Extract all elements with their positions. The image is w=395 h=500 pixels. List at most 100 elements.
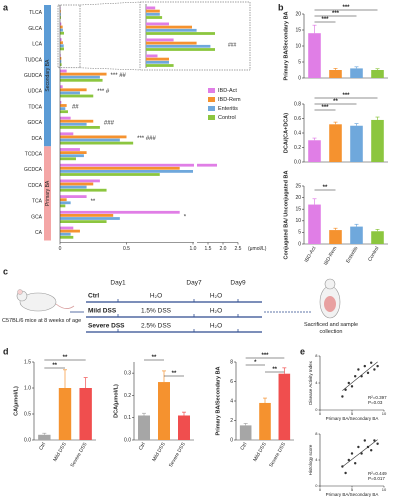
bar bbox=[239, 425, 252, 440]
annotation: ** bbox=[152, 355, 157, 361]
x-tick-label: 2.5 bbox=[235, 246, 242, 252]
mouse-icon bbox=[16, 289, 75, 312]
bar bbox=[60, 217, 120, 220]
y-axis-label: Histology score bbox=[308, 444, 313, 475]
y-tick-label: 15 bbox=[295, 207, 301, 213]
annotation: *** bbox=[342, 93, 350, 99]
bar bbox=[60, 69, 67, 73]
group-name: Ctrl bbox=[88, 293, 99, 300]
x-tick-label: Severe DSS bbox=[168, 441, 187, 468]
y-tick-label: 1.5 bbox=[24, 359, 31, 365]
bar bbox=[60, 154, 84, 158]
group-band bbox=[44, 5, 51, 147]
y-tick-label: UDCA bbox=[28, 89, 43, 95]
bar bbox=[60, 75, 100, 79]
annotation: R²=0.449 bbox=[368, 471, 387, 476]
legend-swatch bbox=[208, 97, 215, 102]
bar bbox=[60, 85, 63, 89]
outcome-label: Sacrificed and sample collection bbox=[303, 322, 359, 335]
annotation: *** ### bbox=[137, 136, 156, 142]
y-tick-label: GCDCA bbox=[24, 167, 43, 173]
y-tick-label: 0.0 bbox=[124, 437, 131, 443]
x-tick-label: 0.5 bbox=[123, 246, 130, 252]
y-axis-label: Primary BA/Secondary BA bbox=[283, 11, 289, 80]
y-tick-label: 0.4 bbox=[294, 130, 301, 136]
bar bbox=[38, 434, 51, 440]
y-axis-label: DCA(μmol/L) bbox=[113, 384, 119, 418]
annotation: *** ## bbox=[111, 73, 127, 79]
group-name: Mild DSS bbox=[88, 308, 117, 315]
bar bbox=[60, 60, 62, 63]
y-tick-label: 0.1 bbox=[124, 415, 131, 421]
y-tick-label: LCA bbox=[32, 42, 42, 48]
bar bbox=[278, 373, 291, 440]
bar bbox=[60, 188, 107, 192]
annotation: ** bbox=[272, 367, 277, 373]
y-tick-label: 0.3 bbox=[124, 370, 131, 376]
outcome-box: Sacrificed and sample collection bbox=[303, 322, 359, 335]
bar bbox=[60, 104, 67, 107]
annotation: ### bbox=[228, 42, 237, 48]
legend-label: Control bbox=[218, 115, 236, 121]
bar bbox=[60, 22, 62, 26]
y-tick-label: TLCA bbox=[29, 10, 42, 16]
point bbox=[344, 388, 347, 391]
y-tick-label: 20 bbox=[295, 195, 301, 201]
bar bbox=[60, 94, 94, 98]
y-tick-label: 0 bbox=[230, 437, 233, 443]
point bbox=[341, 395, 344, 398]
x-tick-label: Control bbox=[367, 246, 380, 263]
x-tick-label: 5 bbox=[351, 411, 354, 416]
phase-label: H₂O bbox=[210, 293, 222, 300]
x-tick-label: 0 bbox=[59, 246, 62, 252]
y-tick-label: 0 bbox=[315, 407, 318, 412]
bar bbox=[60, 232, 71, 236]
y-tick-label: 4 bbox=[230, 398, 233, 404]
annotation: ** bbox=[52, 363, 57, 369]
x-tick-label: Ctrl bbox=[138, 442, 147, 452]
annotation: ** bbox=[172, 371, 177, 377]
panel-label: b bbox=[278, 2, 284, 12]
x-tick-label: 1.5 bbox=[205, 246, 212, 252]
bar bbox=[60, 132, 74, 136]
bar bbox=[60, 41, 63, 45]
bar bbox=[60, 220, 107, 223]
point bbox=[357, 368, 360, 371]
bar bbox=[60, 9, 61, 13]
annotation: *** bbox=[261, 353, 269, 359]
bar bbox=[60, 148, 80, 151]
y-tick-label: 0.0 bbox=[24, 437, 31, 443]
x-tick-label: Mild DSS bbox=[252, 441, 268, 463]
phase-label: H₂O bbox=[210, 308, 222, 315]
y-tick-label: 15 bbox=[295, 27, 301, 33]
day-label: Day9 bbox=[230, 280, 246, 287]
bar bbox=[371, 70, 384, 78]
panel-label: e bbox=[300, 346, 305, 356]
annotation: *** bbox=[342, 5, 350, 11]
bar bbox=[178, 415, 190, 440]
y-tick-label: 0.0 bbox=[294, 159, 301, 165]
bar bbox=[60, 210, 180, 214]
inset-bar bbox=[146, 48, 215, 51]
legend-label: Enteritis bbox=[218, 106, 238, 112]
x-tick-label: 0 bbox=[319, 411, 322, 416]
y-tick-label: TCA bbox=[32, 199, 43, 205]
y-tick-label: 0.5 bbox=[24, 411, 31, 417]
annotation: *** bbox=[332, 11, 340, 17]
bar bbox=[60, 126, 100, 129]
inset-bar bbox=[146, 54, 158, 58]
x-tick-label: 1.0 bbox=[190, 246, 197, 252]
y-tick-label: 5 bbox=[298, 59, 301, 65]
point bbox=[373, 439, 376, 442]
annotation: ### bbox=[104, 120, 115, 126]
annotation: * bbox=[184, 215, 187, 221]
inset-bar bbox=[146, 32, 215, 35]
phase-label: H₂O bbox=[150, 293, 162, 300]
point bbox=[344, 471, 347, 475]
y-tick-label: 10 bbox=[295, 218, 301, 224]
point bbox=[366, 371, 370, 375]
bar bbox=[138, 415, 150, 440]
y-tick-label: 8 bbox=[315, 353, 318, 358]
